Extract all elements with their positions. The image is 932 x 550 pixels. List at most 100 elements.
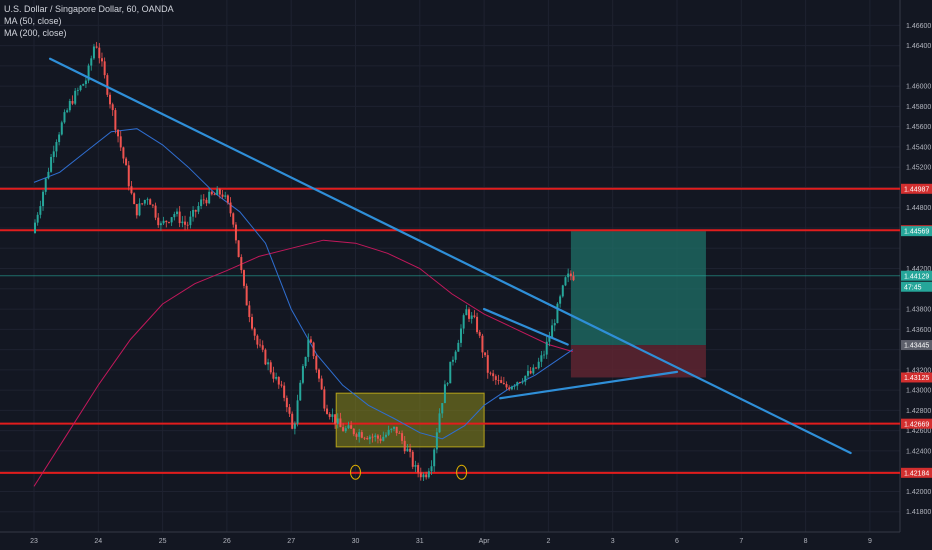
candle-body [34,222,36,234]
price-axis-label: 1.43600 [906,327,931,334]
candle-body [205,199,208,204]
price-tag-label: 47:45 [904,284,922,291]
price-axis-label: 1.42400 [906,448,931,455]
candle-body [170,217,173,223]
candle-body [427,471,430,478]
stop-loss-zone[interactable] [570,345,706,378]
candle-body [125,158,128,166]
candle-body [216,189,219,195]
time-axis-label: 7 [739,538,743,545]
circle-marker[interactable] [456,464,468,480]
price-tag-target [901,226,932,237]
candle-body [74,90,77,104]
price-tag-level [901,467,932,478]
candle-body [296,400,299,424]
candle-body [457,342,460,352]
time-axis-label: 26 [223,538,231,545]
candle-body [344,428,347,432]
candle-body [441,403,444,414]
ma200-legend[interactable]: MA (200, close) [4,28,67,38]
candle-body [336,418,339,424]
candle-body [143,200,146,204]
candle-body [505,384,508,388]
candle-body [141,203,144,205]
candle-body [559,296,562,304]
candle-body [411,451,414,467]
candle-body [269,362,272,373]
price-axis-label: 1.45200 [906,165,931,172]
candle-body [259,344,262,346]
candle-body [122,147,125,159]
candle-body [299,382,302,401]
candle-body [521,381,524,383]
candle-body [87,65,90,81]
candle-body [387,429,390,435]
candle-body [119,136,122,148]
candle-body [208,191,211,204]
symbol-title[interactable]: U.S. Dollar / Singapore Dollar, 60, OAND… [4,4,174,14]
candle-body [390,428,393,430]
candle-body [342,427,345,432]
candle-body [76,90,79,91]
candle-body [55,142,58,152]
candle-body [376,435,379,439]
price-axis-label: 1.41800 [906,509,931,516]
candle-body [366,438,369,440]
candle-body [317,369,320,379]
candle-body [232,213,235,225]
candle-body [465,309,468,316]
candle-body [184,221,187,225]
candle-body [363,437,366,439]
candle-body [106,75,109,95]
candle-body [130,186,133,194]
price-axis-label: 1.43200 [906,367,931,374]
ma50-legend[interactable]: MA (50, close) [4,16,62,26]
candle-body [478,332,481,336]
candle-body [486,355,489,373]
candle-body [551,325,554,338]
candle-body [561,285,564,297]
candle-body [494,376,497,380]
candle-body [526,370,529,376]
candle-body [312,342,315,357]
price-tag-entry [901,340,932,351]
price-axis-label: 1.46600 [906,23,931,30]
consolidation-range-box[interactable] [335,392,485,448]
candle-body [173,214,176,218]
candle-body [79,85,82,91]
candle-body [454,351,457,360]
trendline-short[interactable] [483,307,569,346]
candle-body [395,426,398,434]
candle-body [398,433,401,434]
candle-body [272,372,275,379]
circle-marker[interactable] [350,464,361,480]
candle-body [114,110,117,130]
candle-body [481,335,484,353]
candle-body [293,423,296,429]
trendline-descending[interactable] [48,57,852,455]
candle-body [422,474,425,478]
candle-body [446,383,449,385]
candle-body [468,309,471,319]
candle-body [524,375,527,382]
profit-target-zone[interactable] [570,231,706,346]
price-axis-label: 1.42600 [906,428,931,435]
candle-body [553,323,556,326]
price-axis-label: 1.45600 [906,124,931,131]
trendline-ascending[interactable] [499,370,679,400]
candle-body [189,216,192,226]
candle-body [167,222,170,223]
price-tag-level [901,418,932,429]
candle-body [117,129,120,137]
price-tag-label: 1.43445 [904,343,929,350]
price-axis-label: 1.42800 [906,408,931,415]
candle-body [186,224,189,226]
candle-body [154,205,157,218]
candle-body [393,426,396,429]
candle-body [178,211,181,224]
time-axis-label: 9 [868,538,872,545]
candle-body [63,112,66,123]
candle-body [473,315,476,317]
